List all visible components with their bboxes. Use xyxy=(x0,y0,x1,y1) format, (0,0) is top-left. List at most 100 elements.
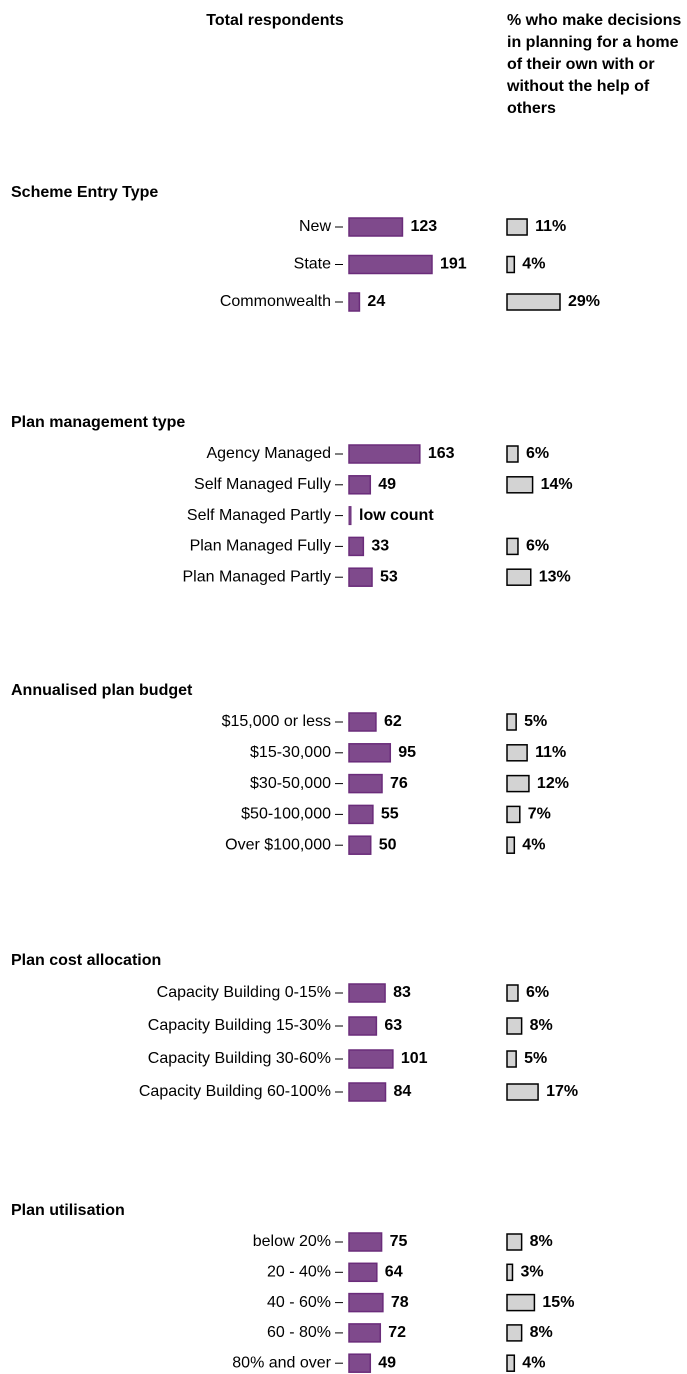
value-label: 75 xyxy=(390,1233,408,1250)
category-label: $15,000 or less xyxy=(222,713,331,730)
bar xyxy=(506,836,516,854)
category-label: Self Managed Fully xyxy=(194,476,331,493)
bar xyxy=(348,254,433,275)
bar xyxy=(506,1050,517,1068)
value-label: 55 xyxy=(381,806,399,823)
value-label: 49 xyxy=(378,1354,396,1371)
category-label: Agency Managed xyxy=(206,445,331,462)
bar xyxy=(348,444,421,464)
value-label: 5% xyxy=(524,713,547,730)
category-label: Commonwealth xyxy=(220,293,331,310)
value-label: 11% xyxy=(535,218,566,235)
value-label: 24 xyxy=(367,293,385,310)
value-label: 101 xyxy=(401,1050,428,1067)
category-label: Capacity Building 30-60% xyxy=(148,1050,331,1067)
bar xyxy=(348,1016,378,1036)
bar xyxy=(348,743,392,763)
category-label: $30-50,000 xyxy=(250,775,331,792)
bar xyxy=(506,1324,523,1342)
value-label: 83 xyxy=(393,984,411,1001)
bar xyxy=(348,804,374,825)
value-label: 33 xyxy=(371,538,389,555)
value-label: 84 xyxy=(394,1083,412,1100)
bar xyxy=(506,1354,516,1372)
bar xyxy=(348,567,373,587)
value-label: 8% xyxy=(530,1324,553,1341)
category-label: New xyxy=(299,218,331,235)
value-label: 4% xyxy=(522,256,545,273)
column-title: Total respondents xyxy=(206,12,344,29)
value-label: 17% xyxy=(546,1083,578,1100)
bar xyxy=(348,1292,384,1313)
category-label: 40 - 60% xyxy=(267,1294,331,1311)
category-label: Over $100,000 xyxy=(225,836,331,853)
low-count-bar xyxy=(348,506,352,526)
section-title: Scheme Entry Type xyxy=(11,184,158,201)
category-label: State xyxy=(294,256,331,273)
category-label: Capacity Building 0-15% xyxy=(157,984,331,1001)
value-label: 78 xyxy=(391,1294,409,1311)
bar xyxy=(348,475,372,495)
bar xyxy=(506,476,534,494)
value-label: 64 xyxy=(385,1264,403,1281)
value-label: 72 xyxy=(388,1324,406,1341)
value-label: 5% xyxy=(524,1050,547,1067)
bar xyxy=(348,217,404,237)
bar xyxy=(506,218,528,236)
bar xyxy=(506,568,532,586)
value-label: 6% xyxy=(526,984,549,1001)
value-label: 123 xyxy=(410,218,437,235)
value-label: 12% xyxy=(537,775,569,792)
bar xyxy=(506,1017,523,1035)
value-label: 95 xyxy=(398,744,416,761)
column-title: % who make decisions in planning for a h… xyxy=(507,12,682,117)
value-label: low count xyxy=(359,507,434,524)
value-label: 13% xyxy=(539,568,571,585)
value-label: 4% xyxy=(522,1354,545,1371)
bar xyxy=(348,1082,387,1102)
category-label: Plan Managed Fully xyxy=(190,538,331,555)
bar xyxy=(506,537,519,556)
value-label: 163 xyxy=(428,445,455,462)
value-label: 6% xyxy=(526,538,549,555)
bar xyxy=(348,1262,378,1283)
category-label: Self Managed Partly xyxy=(187,507,331,524)
value-label: 29% xyxy=(568,293,600,310)
value-label: 15% xyxy=(542,1294,574,1311)
category-label: 80% and over xyxy=(232,1354,331,1371)
bar xyxy=(506,984,519,1002)
bar xyxy=(506,1083,539,1101)
bar xyxy=(506,805,521,824)
value-label: 14% xyxy=(541,476,573,493)
category-label: below 20% xyxy=(253,1233,331,1250)
category-label: Capacity Building 15-30% xyxy=(148,1017,331,1034)
bar xyxy=(348,1323,382,1343)
category-label: $15-30,000 xyxy=(250,744,331,761)
value-label: 6% xyxy=(526,445,549,462)
bar xyxy=(506,1263,514,1282)
bar xyxy=(506,744,528,762)
section-title: Plan cost allocation xyxy=(11,952,161,969)
bar xyxy=(348,983,386,1003)
bar xyxy=(506,445,519,463)
value-label: 7% xyxy=(528,806,551,823)
bar xyxy=(506,713,517,731)
value-label: 8% xyxy=(530,1233,553,1250)
value-label: 53 xyxy=(380,568,398,585)
category-label: $50-100,000 xyxy=(241,806,331,823)
section-title: Plan management type xyxy=(11,414,185,431)
bar xyxy=(506,293,561,311)
value-label: 191 xyxy=(440,256,467,273)
bar xyxy=(348,835,372,855)
value-label: 50 xyxy=(379,836,397,853)
bar xyxy=(506,1293,536,1312)
bar xyxy=(348,292,361,312)
bar xyxy=(348,1353,372,1373)
category-label: 60 - 80% xyxy=(267,1324,331,1341)
category-label: Plan Managed Partly xyxy=(182,568,331,585)
category-label: Capacity Building 60-100% xyxy=(139,1083,331,1100)
bar xyxy=(506,255,516,274)
value-label: 11% xyxy=(535,744,566,761)
